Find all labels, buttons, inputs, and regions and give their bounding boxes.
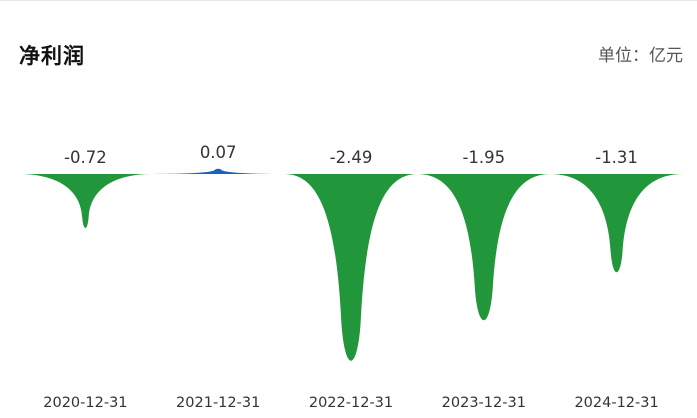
x-tick-label: 2024-12-31: [574, 395, 658, 411]
x-tick-label: 2020-12-31: [43, 395, 127, 411]
x-tick-label: 2023-12-31: [442, 395, 526, 411]
data-label-2020-12-31: -0.72: [64, 148, 107, 167]
chart-title: 净利润: [19, 44, 85, 68]
top-divider: [0, 0, 697, 1]
data-label-2021-12-31: 0.07: [200, 143, 237, 162]
area-spike-2021-12-31: [151, 168, 285, 174]
area-spike-2022-12-31: [284, 174, 418, 361]
x-tick-label: 2021-12-31: [176, 395, 260, 411]
data-label-2023-12-31: -1.95: [462, 148, 505, 167]
area-spike-2020-12-31: [19, 174, 152, 228]
data-label-2022-12-31: -2.49: [330, 148, 373, 167]
data-label-2024-12-31: -1.31: [595, 148, 638, 167]
area-spike-2023-12-31: [417, 174, 551, 321]
x-tick-label: 2022-12-31: [309, 395, 393, 411]
area-spike-2024-12-31: [550, 174, 683, 273]
unit-label: 单位：亿元: [598, 46, 683, 66]
